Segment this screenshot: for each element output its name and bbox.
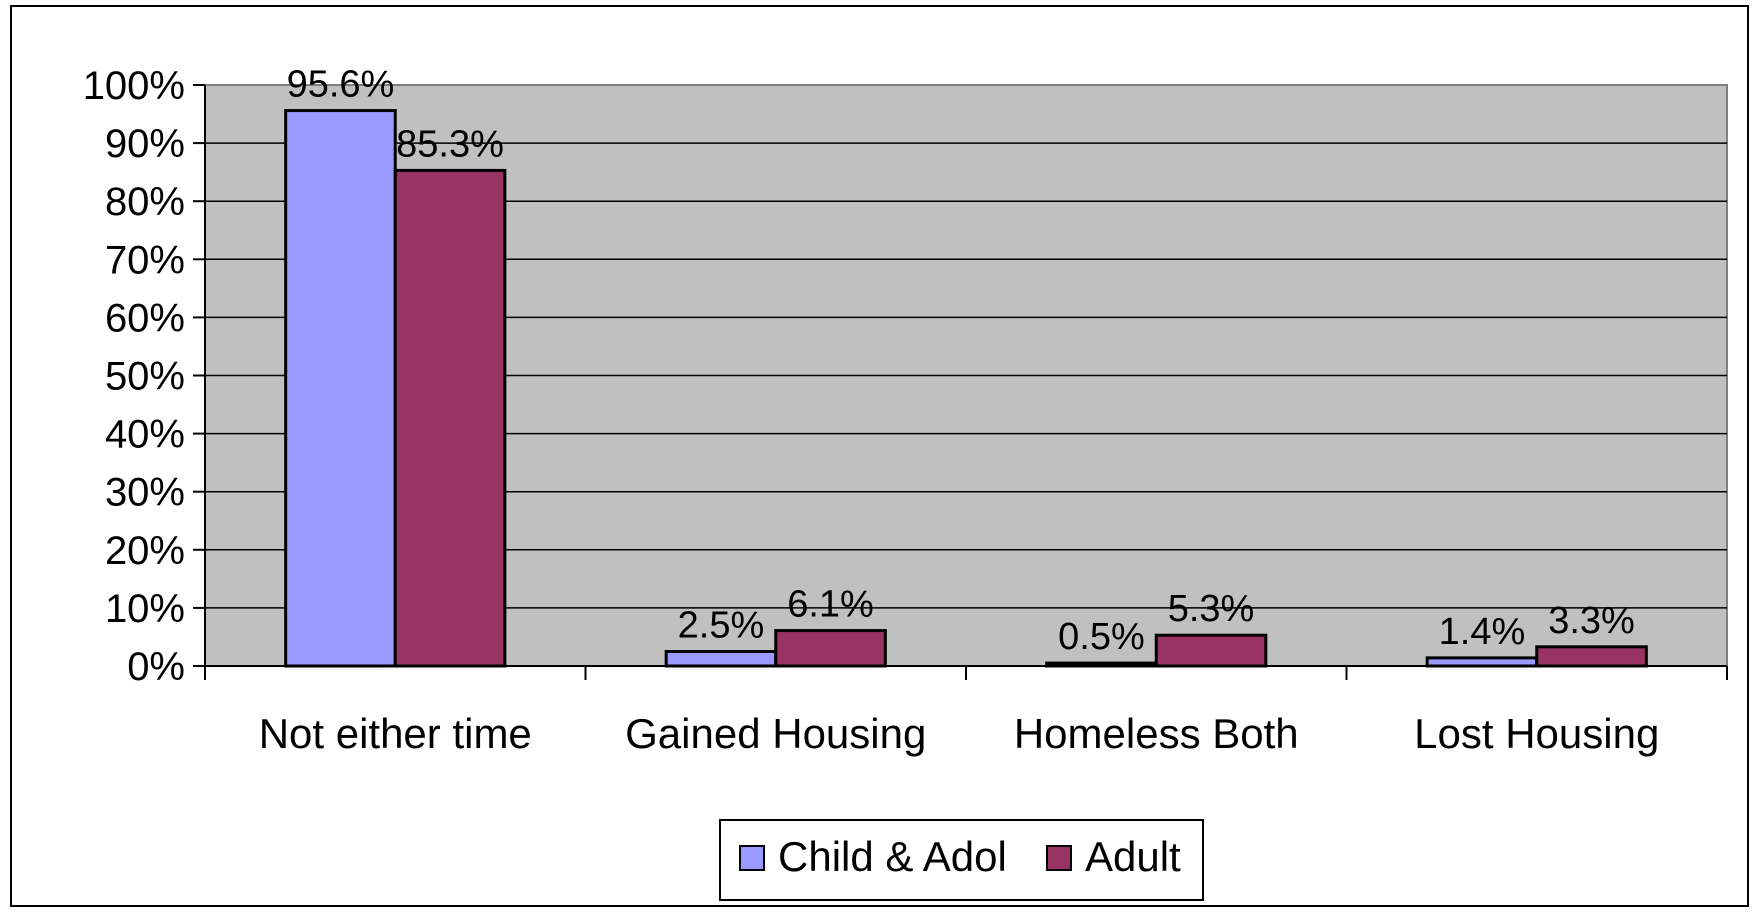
- category-label: Not either time: [259, 710, 532, 757]
- bar: [393, 168, 507, 668]
- data-label: 5.3%: [1168, 588, 1255, 630]
- bar: [1425, 656, 1539, 668]
- y-tick-label: 60%: [105, 296, 185, 340]
- data-label: 95.6%: [287, 64, 395, 106]
- data-label: 0.5%: [1058, 616, 1145, 658]
- y-tick-label: 20%: [105, 529, 185, 573]
- data-label: 2.5%: [678, 604, 765, 646]
- data-label: 85.3%: [396, 123, 504, 165]
- data-label: 3.3%: [1548, 600, 1635, 642]
- category-label: Gained Housing: [625, 710, 926, 757]
- y-tick-label: 30%: [105, 471, 185, 515]
- bar: [284, 109, 397, 668]
- legend-label-adult: Adult: [1085, 833, 1181, 880]
- bar: [664, 649, 778, 668]
- legend-swatch-adult: [1046, 845, 1072, 871]
- y-tick-label: 90%: [105, 122, 185, 166]
- data-label: 6.1%: [787, 584, 874, 626]
- y-tick-label: 40%: [105, 413, 185, 457]
- category-label: Homeless Both: [1014, 710, 1299, 757]
- y-tick-labels: 0% 10% 20% 30% 40% 50% 60% 70% 80% 90% 100%: [83, 64, 185, 689]
- y-tick-label: 80%: [105, 180, 185, 224]
- y-tick-label: 100%: [83, 64, 185, 108]
- category-label: Lost Housing: [1414, 710, 1659, 757]
- bars: [284, 109, 1648, 668]
- legend: Child & Adol Adult: [719, 819, 1204, 901]
- legend-swatch-child-adol: [739, 845, 765, 871]
- category-labels: Not either time Gained Housing Homeless Bo…: [259, 710, 1660, 757]
- legend-box: [719, 819, 1204, 901]
- legend-label-child-adol: Child & Adol: [778, 833, 1007, 880]
- y-tick-label: 0%: [127, 645, 185, 689]
- bar: [774, 629, 887, 668]
- data-labels: 95.6%85.3% 2.5% 6.1% 0.5% 5.3% 1.4% 3.3%: [287, 64, 1635, 659]
- bar: [1154, 633, 1268, 668]
- data-label: 1.4%: [1439, 611, 1526, 653]
- axes: [193, 84, 1728, 680]
- y-tick-label: 70%: [105, 238, 185, 282]
- bar: [1535, 645, 1648, 668]
- y-tick-label: 50%: [105, 355, 185, 399]
- y-tick-label: 10%: [105, 587, 185, 631]
